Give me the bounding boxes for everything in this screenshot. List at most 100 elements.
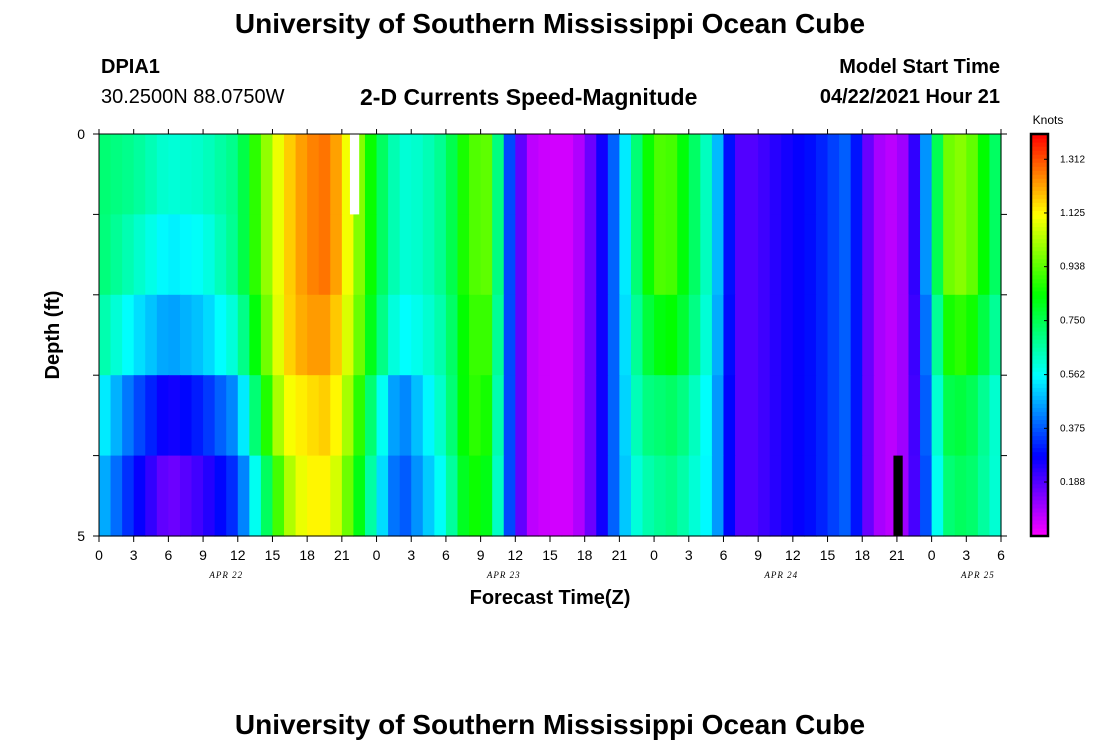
heatmap-cell [815,294,829,376]
x-tick-label: 3 [407,547,415,563]
colorbar-step [1031,403,1048,408]
y-tick-label: 0 [77,126,85,142]
heatmap-cell [839,294,852,376]
colorbar-step [1031,274,1048,280]
heatmap-cell [630,455,644,537]
heatmap-cell [630,375,644,457]
heatmap-cell [364,214,378,296]
date-label: APR 24 [763,570,798,580]
heatmap-cell [272,455,285,537]
colorbar-tick-label: 0.188 [1060,477,1085,488]
heatmap-cell [122,134,135,215]
heatmap-cell [480,375,493,457]
heatmap-cell [596,294,609,376]
heatmap-cell [457,134,470,215]
heatmap-cell [931,214,944,296]
colorbar-step [1031,355,1048,360]
heatmap-cell [260,214,274,296]
heatmap-cell [804,375,817,457]
colorbar-step [1031,363,1048,368]
x-tick-label: 18 [299,547,315,563]
heatmap-cell [862,375,875,457]
heatmap-cell [839,455,852,537]
colorbar-step [1031,230,1048,236]
heatmap-cell [896,134,910,215]
heatmap-cell [469,375,482,457]
heatmap-cell [156,375,169,457]
heatmap-cell [99,294,112,376]
heatmap-cell [411,455,424,537]
heatmap-cell [908,294,921,376]
date-labels: APR 22 APR 23 APR 24 APR 25 [208,570,993,580]
heatmap-cell [307,134,320,215]
heatmap-cell [711,134,725,215]
colorbar-step [1031,383,1048,388]
heatmap-cell [654,294,667,376]
colorbar-step [1031,286,1048,292]
heatmap-cell [920,455,933,537]
heatmap-cell [457,375,470,457]
model-start-label: Model Start Time [839,56,1000,78]
heatmap-cell [596,134,609,215]
x-tick-label: 18 [854,547,870,563]
heatmap-cell [885,134,898,215]
heatmap-cell [723,134,736,215]
colorbar-step [1031,302,1048,308]
heatmap-cell [550,214,563,296]
heatmap-cell [966,214,979,296]
x-tick-label: 15 [542,547,558,563]
colorbar-step [1031,242,1048,248]
heatmap-cell [573,134,586,215]
colorbar-step [1031,142,1048,147]
heatmap-cell [411,134,424,215]
x-tick-label: 0 [95,547,103,563]
heatmap-cell [145,134,158,215]
heatmap-cell [538,214,551,296]
heatmap-cell [781,294,794,376]
colorbar-step [1031,367,1048,372]
heatmap-cell [977,294,991,376]
colorbar-step [1031,202,1048,207]
x-tick-label: 12 [230,547,246,563]
heatmap-cell [642,134,655,215]
heatmap-cell [896,214,910,296]
heatmap-cell [295,214,308,296]
heatmap-cell [954,375,967,457]
heatmap-cell [318,134,331,215]
heatmap-cell [815,134,829,215]
heatmap-cell [203,455,216,537]
heatmap-cell [619,375,632,457]
heatmap-cell [237,134,250,215]
heatmap-cell [376,134,389,215]
heatmap-cell [862,214,875,296]
heatmap-cell [908,455,921,537]
heatmap-cell [619,455,632,537]
colorbar-step [1031,491,1048,497]
x-axis: 0 3 6 9 12 15 18 21 0 3 6 9 12 15 18 21 0 3 6 9 12 15 18 21 0 3 6 [95,129,1005,563]
heatmap-cell [422,134,435,215]
heatmap-cell [711,214,725,296]
heatmap-cell [839,214,852,296]
heatmap-cell [815,214,829,296]
heatmap-cell [156,214,169,296]
colorbar-step [1031,258,1048,264]
heatmap-cell [746,134,759,215]
heatmap-cell [480,294,493,376]
heatmap-cell [526,214,540,296]
heatmap-cell [110,455,123,537]
colorbar-step [1031,322,1048,328]
heatmap-cell [191,214,204,296]
heatmap-cell [561,294,574,376]
heatmap-cell [665,455,678,537]
heatmap-cell [920,294,933,376]
heatmap-cell [492,134,505,215]
heatmap-cell [330,455,343,537]
heatmap-cell [284,294,297,376]
colorbar-tick-label: 0.938 [1060,262,1085,273]
heatmap-cell [445,214,459,296]
heatmap-cell [723,214,736,296]
heatmap-cell [827,294,840,376]
heatmap-cell [133,134,146,215]
heatmap-cell [492,375,505,457]
heatmap-cell [989,375,1002,457]
